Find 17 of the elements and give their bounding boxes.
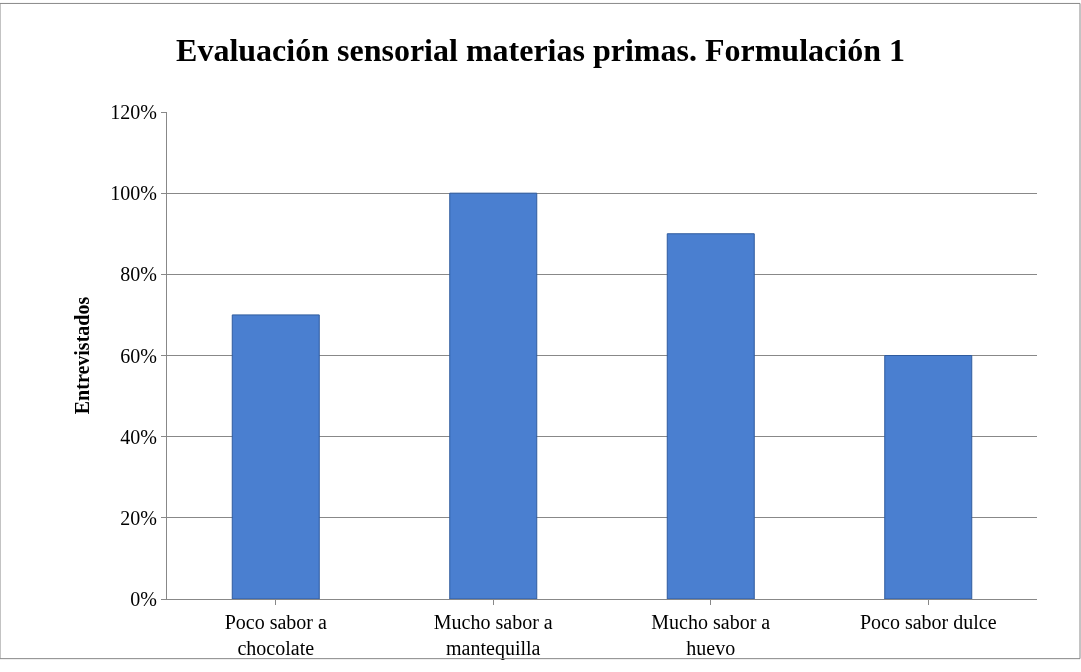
y-tick-label: 100%	[110, 182, 157, 205]
bar	[449, 192, 538, 599]
y-tick-label: 80%	[120, 263, 157, 286]
y-tick-label: 120%	[110, 101, 157, 123]
bar	[666, 233, 755, 599]
x-tick-label: Poco sabor a chocolate	[224, 611, 327, 659]
x-tick-label: Poco sabor dulce	[859, 611, 997, 633]
x-tick-label: Mucho sabor a mantequilla	[433, 611, 553, 660]
y-tick-label: 60%	[120, 344, 157, 367]
y-axis-title: Entrevistados	[70, 296, 93, 415]
y-tick-label: 20%	[120, 506, 157, 529]
y-tick-label: 40%	[120, 425, 157, 448]
bar	[884, 355, 973, 599]
chart-title: Evaluación sensorial materias primas. Formulación 1	[176, 32, 905, 69]
bar	[231, 314, 320, 599]
y-tick-label: 0%	[130, 588, 157, 610]
x-tick-label: Mucho sabor a huevo	[651, 611, 771, 659]
